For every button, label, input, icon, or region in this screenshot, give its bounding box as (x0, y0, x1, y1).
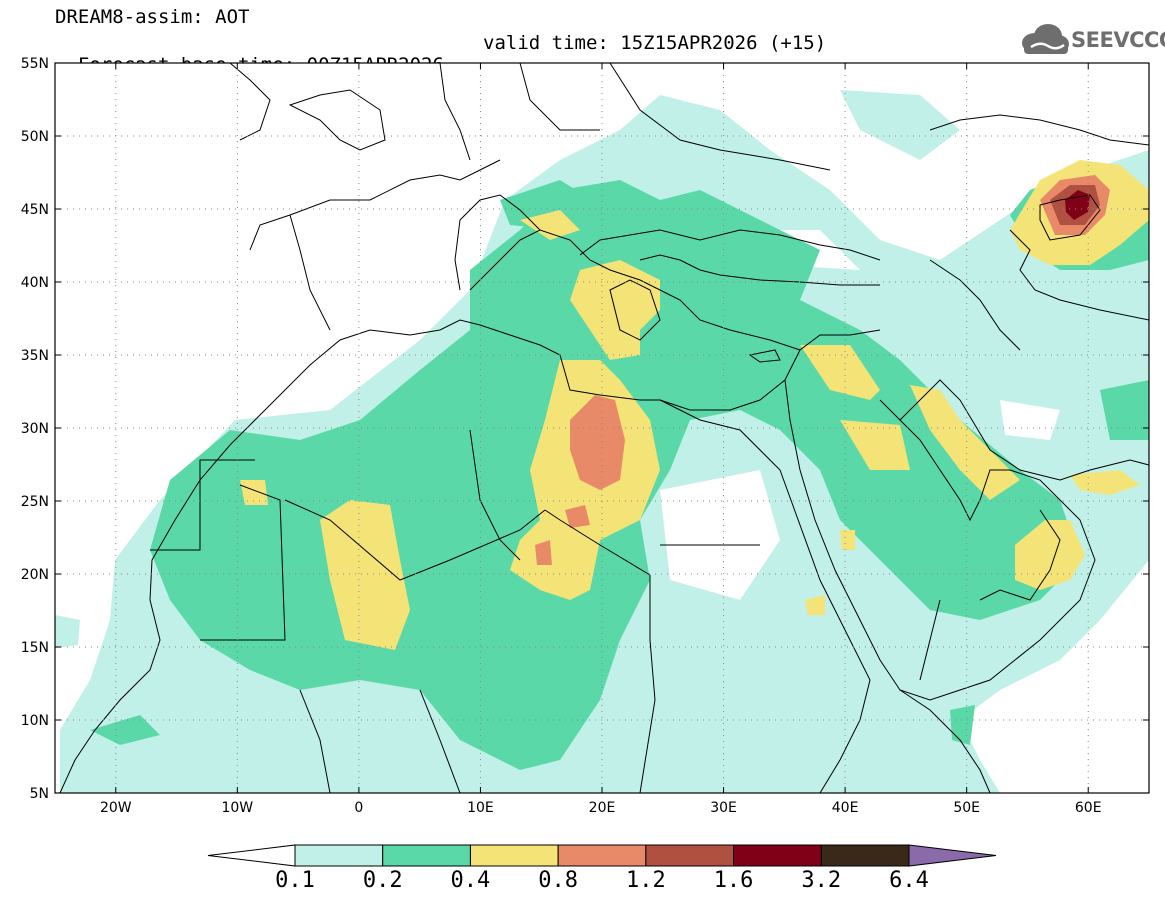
colorbar-box (645, 844, 735, 867)
lat-tick-label: 20N (21, 567, 49, 583)
colorbar-box (382, 844, 471, 867)
logo-text: SEEVCCC (1071, 28, 1165, 52)
colorbar-label: 0.2 (362, 868, 403, 893)
colorbar-high-arrow (908, 844, 997, 867)
latitude-labels: 55N 50N 45N 40N 35N 30N 25N 20N 15N 10N 5N (21, 56, 49, 802)
colorbar-box (469, 844, 559, 867)
colorbar-box (557, 844, 647, 867)
lat-tick-label: 15N (21, 640, 49, 656)
lat-tick-label: 45N (21, 202, 49, 218)
colorbar-label: 6.4 (889, 868, 929, 893)
map-plot-area (55, 63, 1149, 793)
lon-tick-label: 50E (953, 800, 980, 816)
colorbar-label: 3.2 (801, 868, 842, 893)
colorbar-label: 0.8 (538, 868, 579, 893)
lat-tick-label: 55N (21, 56, 49, 72)
coastlines-borders (59, 63, 1149, 793)
axis-ticks (55, 62, 1149, 794)
lon-tick-label: 30E (710, 800, 737, 816)
lat-tick-label: 5N (30, 786, 49, 802)
graticule (55, 63, 1149, 793)
lat-tick-label: 35N (21, 348, 49, 364)
lat-tick-label: 10N (21, 713, 49, 729)
cloud-logo-icon (1022, 24, 1069, 54)
colorbar-label: 1.2 (625, 868, 666, 893)
longitude-labels: 20W 10W 0 10E 20E 30E 40E 50E 60E (100, 800, 1102, 816)
valid-time: valid time: 15Z15APR2026 (+15) (483, 32, 827, 54)
colorbar (207, 844, 997, 867)
lat-tick-label: 40N (21, 275, 49, 291)
map-title: DREAM8-assim: AOT (55, 6, 250, 28)
lon-tick-label: 60E (1075, 800, 1102, 816)
colorbar-label: 0.1 (275, 868, 315, 893)
lon-tick-label: 20E (589, 800, 616, 816)
lon-tick-label: 40E (832, 800, 859, 816)
colorbar-box (733, 844, 822, 867)
colorbar-box (294, 844, 384, 867)
colorbar-box (820, 844, 910, 867)
lat-tick-label: 30N (21, 421, 49, 437)
lon-tick-label: 20W (100, 800, 132, 816)
colorbar-label: 0.4 (450, 868, 491, 893)
lon-tick-label: 0 (354, 800, 363, 816)
colorbar-label: 1.6 (713, 868, 754, 893)
lat-tick-label: 50N (21, 129, 49, 145)
aot-shading-1-6 (1065, 190, 1090, 220)
lat-tick-label: 25N (21, 494, 49, 510)
lon-tick-label: 10E (467, 800, 494, 816)
lon-tick-label: 10W (221, 800, 253, 816)
colorbar-low-arrow (207, 844, 296, 867)
seevccc-logo: SEEVCCC (1018, 22, 1165, 58)
